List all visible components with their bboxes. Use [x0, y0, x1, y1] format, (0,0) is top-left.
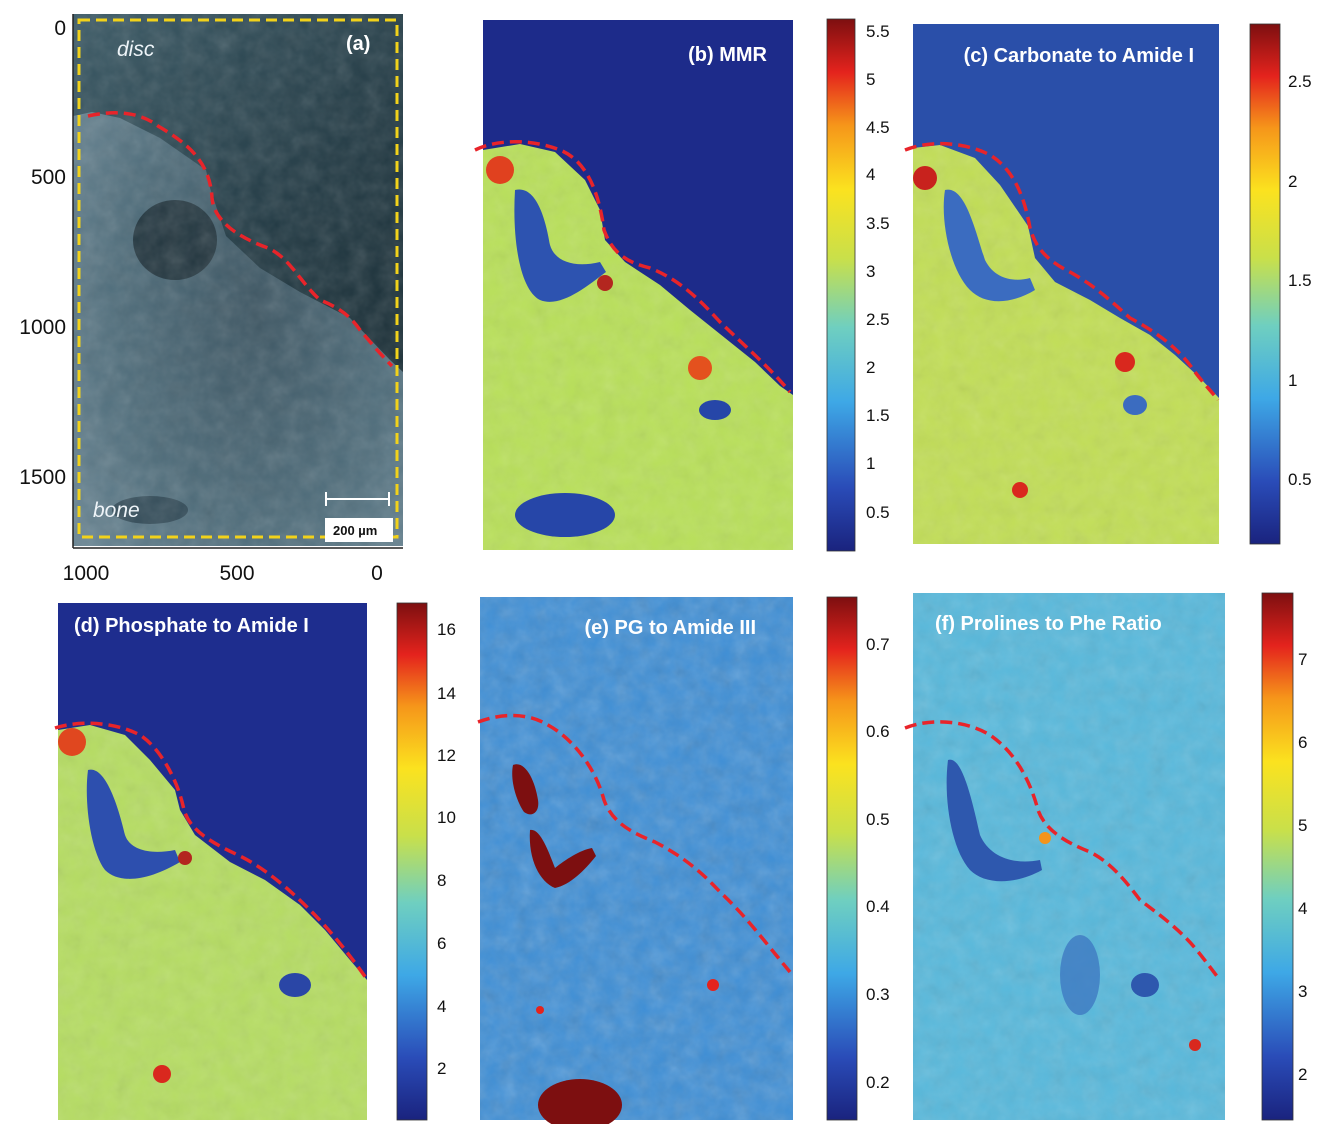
- colorbar-tick: 0.3: [866, 985, 890, 1004]
- colorbar-tick: 1: [866, 454, 875, 473]
- colorbar-tick: 2: [866, 358, 875, 377]
- colorbar-tick: 1.5: [1288, 271, 1312, 290]
- panel-c: (c) Carbonate to Amide I 2.5 2 1.5 1 0.5: [904, 23, 1312, 545]
- panel-f: (f) Prolines to Phe Ratio 7 6 5 4 3 2: [904, 592, 1307, 1121]
- colorbar-tick: 5: [1298, 816, 1307, 835]
- y-tick: 500: [31, 166, 66, 189]
- colorbar-tick: 7: [1298, 650, 1307, 669]
- panel-title: (c) Carbonate to Amide I: [964, 45, 1194, 67]
- boundary-line: [904, 720, 1222, 982]
- colorbar-tick: 3.5: [866, 214, 890, 233]
- colorbar-tick: 2: [437, 1059, 446, 1078]
- colorbar-tick: 4.5: [866, 118, 890, 137]
- boundary-line: [474, 140, 792, 394]
- panel-a: (a) disc bone 200 µm 0 500 1000 1500 100…: [19, 14, 403, 585]
- x-tick: 500: [219, 562, 254, 585]
- colorbar-tick: 4: [1298, 899, 1307, 918]
- boundary-line: [87, 111, 394, 368]
- boundary-line: [477, 713, 792, 974]
- panel-title: (e) PG to Amide III: [585, 617, 757, 639]
- tissue-background: [913, 24, 1219, 398]
- panel-title: (f) Prolines to Phe Ratio: [935, 613, 1162, 635]
- colorbar-tick: 5.5: [866, 22, 890, 41]
- colorbar-tick: 16: [437, 620, 456, 639]
- panel-e: (e) PG to Amide III 0.7 0.6 0.5 0.4 0.3 …: [477, 596, 890, 1124]
- colorbar-tick: 0.7: [866, 635, 890, 654]
- colorbar-tick: 10: [437, 808, 456, 827]
- y-axis-ticks: 0 500 1000 1500: [19, 17, 66, 489]
- colorbar-ticks: 2.5 2 1.5 1 0.5: [1288, 72, 1312, 489]
- texture-overlay: [73, 14, 403, 546]
- colorbar-ticks: 5.5 5 4.5 4 3.5 3 2.5 2 1.5 1 0.5: [866, 22, 890, 522]
- colorbar-tick: 4: [866, 165, 875, 184]
- colorbar-tick: 12: [437, 746, 456, 765]
- colorbar-tick: 0.4: [866, 897, 890, 916]
- colorbar-ticks: 16 14 12 10 8 6 4 2: [437, 620, 456, 1078]
- colorbar-tick: 3: [1298, 982, 1307, 1001]
- colorbar-tick: 2: [1298, 1065, 1307, 1084]
- colorbar: [826, 18, 856, 552]
- colorbar-tick: 14: [437, 684, 456, 703]
- colorbar-tick: 3: [866, 262, 875, 281]
- colorbar-tick: 6: [437, 934, 446, 953]
- colorbar-tick: 6: [1298, 733, 1307, 752]
- colorbar-ticks: 0.7 0.6 0.5 0.4 0.3 0.2: [866, 635, 890, 1092]
- y-tick: 1000: [19, 316, 66, 339]
- colorbar: [396, 602, 428, 1121]
- colorbar-tick: 1: [1288, 371, 1297, 390]
- boundary-line: [904, 141, 1220, 402]
- colorbar-tick: 0.6: [866, 722, 890, 741]
- panel-d: (d) Phosphate to Amide I 16 14 12 10 8 6…: [54, 602, 456, 1121]
- panel-title: (d) Phosphate to Amide I: [74, 615, 309, 637]
- panel-label: (a): [346, 33, 370, 55]
- colorbar-tick: 5: [866, 70, 875, 89]
- colorbar-tick: 2.5: [866, 310, 890, 329]
- colorbar: [1261, 592, 1294, 1121]
- colorbar-tick: 4: [437, 997, 446, 1016]
- colorbar-tick: 0.2: [866, 1073, 890, 1092]
- region-label-disc: disc: [117, 38, 155, 61]
- panel-title: (b) MMR: [688, 44, 767, 66]
- x-tick: 0: [371, 562, 383, 585]
- scale-bar: 200 µm: [325, 492, 393, 542]
- x-axis-ticks: 1000 500 0: [63, 562, 383, 585]
- panel-b: (b) MMR 5.5 5 4.5 4 3.5 3 2.5 2 1.5 1 0.…: [474, 18, 890, 552]
- colorbar-ticks: 7 6 5 4 3 2: [1298, 650, 1307, 1084]
- y-tick: 1500: [19, 466, 66, 489]
- region-label-bone: bone: [93, 499, 140, 522]
- y-tick: 0: [54, 17, 66, 40]
- colorbar-tick: 0.5: [866, 810, 890, 829]
- colorbar-tick: 1.5: [866, 406, 890, 425]
- x-tick: 1000: [63, 562, 110, 585]
- boundary-line: [54, 721, 368, 979]
- svg-text:200 µm: 200 µm: [333, 523, 377, 538]
- colorbar-tick: 2.5: [1288, 72, 1312, 91]
- colorbar: [826, 596, 858, 1121]
- colorbar: [1249, 23, 1281, 545]
- colorbar-tick: 8: [437, 871, 446, 890]
- roi-box: [77, 18, 399, 539]
- colorbar-tick: 0.5: [866, 503, 890, 522]
- colorbar-tick: 2: [1288, 172, 1297, 191]
- tissue-background: [483, 20, 793, 395]
- colorbar-tick: 0.5: [1288, 470, 1312, 489]
- tissue-background: [58, 603, 367, 980]
